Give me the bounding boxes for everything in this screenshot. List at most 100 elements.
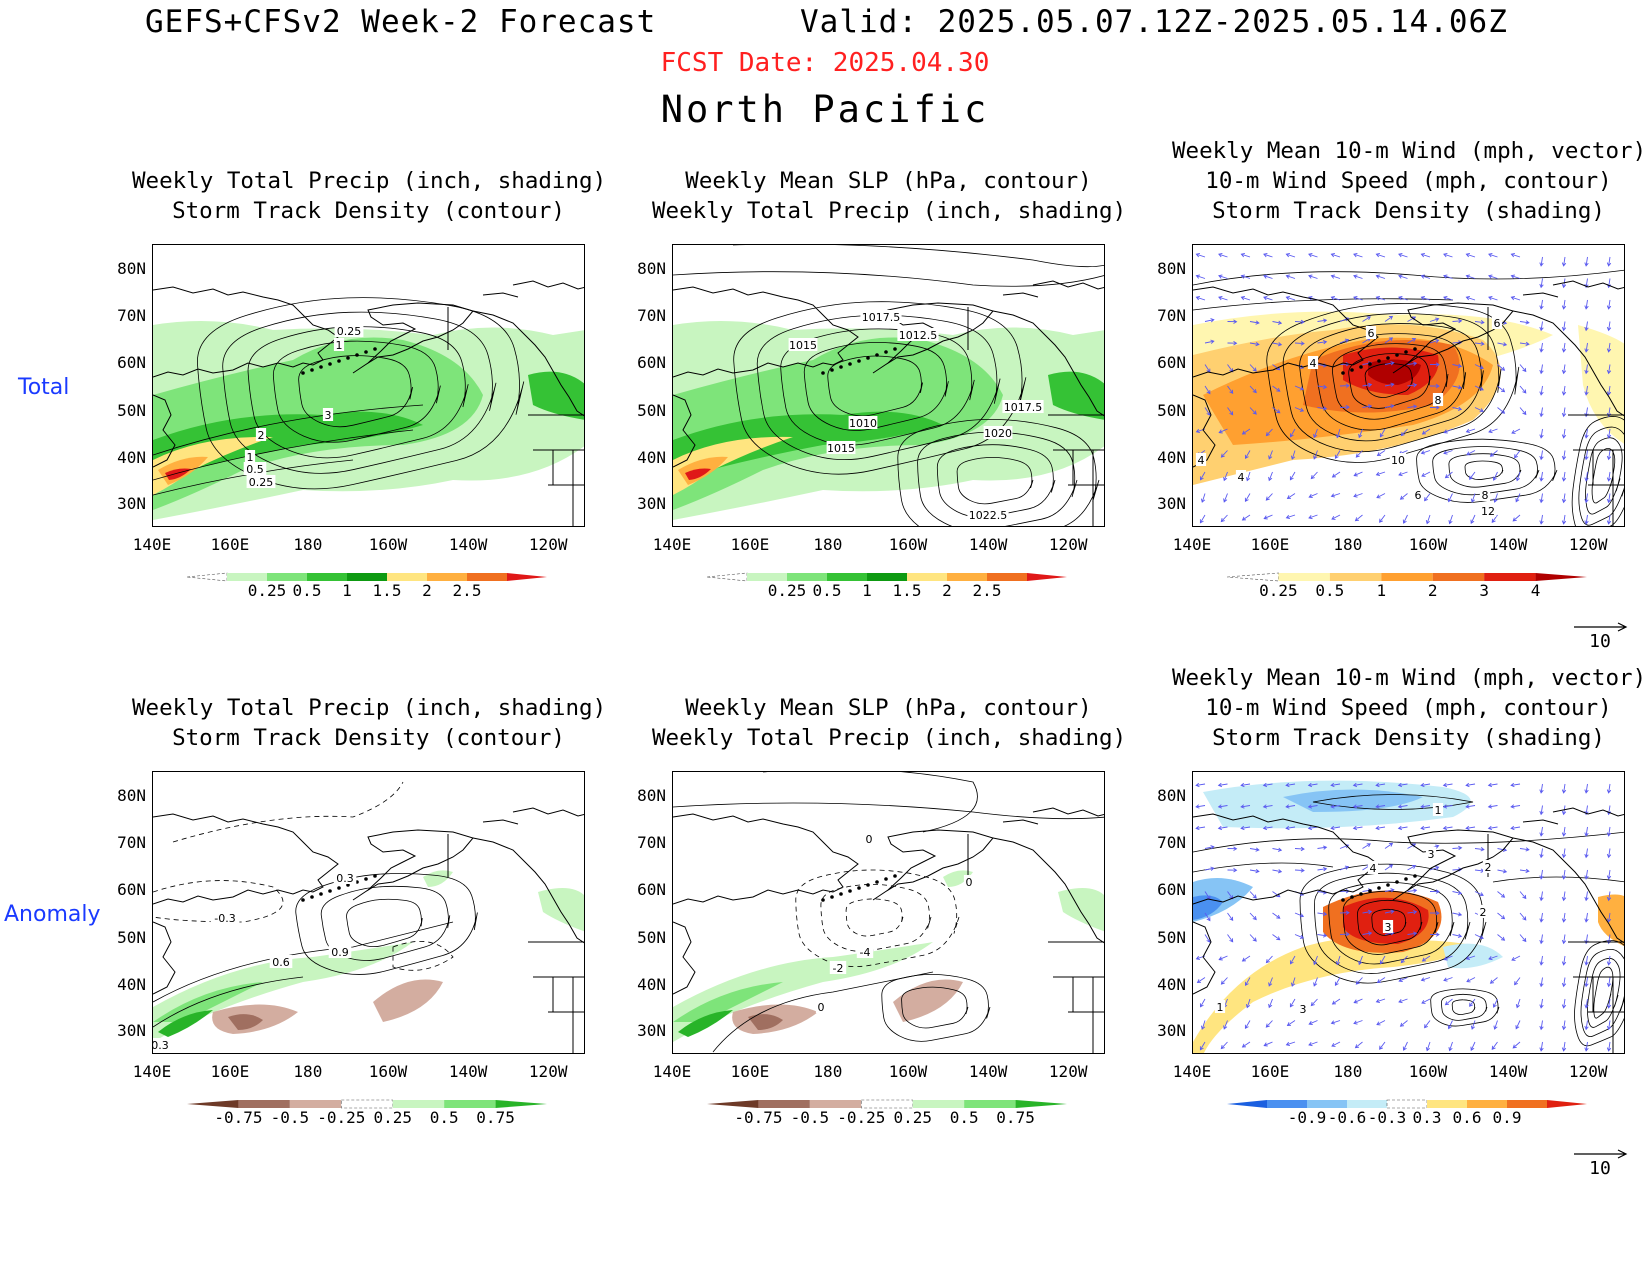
coastline xyxy=(1193,807,1624,1053)
colorbar-segment xyxy=(427,573,467,581)
svg-text:6: 6 xyxy=(1415,489,1422,502)
lon-label: 160W xyxy=(368,535,408,554)
colorbar-svg xyxy=(186,572,547,582)
colorbar-label: 0.5 xyxy=(429,1108,459,1127)
panel-title-line: Storm Track Density (contour) xyxy=(172,198,565,224)
contour-label: 1015 xyxy=(826,441,856,455)
colorbar-segment xyxy=(340,1099,394,1109)
lat-label: 50N xyxy=(1157,927,1186,947)
colorbar-segment xyxy=(444,1100,496,1108)
svg-text:1017.5: 1017.5 xyxy=(1004,401,1043,414)
lon-label: 120W xyxy=(1568,535,1608,554)
lon-label: 140W xyxy=(1488,535,1528,554)
precip-max xyxy=(685,468,711,480)
anom-dry xyxy=(228,1014,263,1030)
map-content xyxy=(673,870,1104,1042)
colorbar: 0.25 0.5 1 1.5 2 2.5 xyxy=(167,569,567,609)
svg-text:0.3: 0.3 xyxy=(153,1039,169,1052)
vector-reference-label: 10 xyxy=(1589,1158,1611,1179)
precip-coast xyxy=(528,371,584,420)
svg-text:-4: -4 xyxy=(860,946,871,959)
lat-label: 50N xyxy=(637,400,666,420)
svg-text:1010: 1010 xyxy=(849,417,877,430)
map-content xyxy=(153,870,584,1042)
lon-label: 140E xyxy=(132,535,172,554)
region-title: North Pacific xyxy=(660,88,990,131)
panel-title-line: Storm Track Density (shading) xyxy=(1212,198,1605,224)
svg-text:0: 0 xyxy=(866,833,873,846)
map-svg: 1 3 4 2 3 2 1 3 xyxy=(1193,780,1624,1053)
colorbar-segment xyxy=(758,1100,810,1108)
colorbar-label: 0.3 xyxy=(1412,1108,1442,1127)
svg-text:1012.5: 1012.5 xyxy=(899,329,938,342)
lat-label: 60N xyxy=(1157,352,1186,372)
map-svg: 6 6 4 8 10 4 4 6 8 12 xyxy=(1193,252,1624,526)
lon-label: 180 xyxy=(813,1062,843,1081)
contour-label: 12 xyxy=(1479,504,1497,518)
lon-label: 140E xyxy=(1172,535,1212,554)
colorbar-label: 0.5 xyxy=(949,1108,979,1127)
colorbar-segment xyxy=(1027,573,1067,581)
contour-label: 1012.5 xyxy=(897,328,939,342)
map-content xyxy=(673,321,1104,520)
lat-label: 70N xyxy=(1157,833,1186,853)
anom-alaska xyxy=(943,870,973,887)
contour-label: 3 xyxy=(1382,920,1394,934)
anom-coast xyxy=(538,888,584,932)
anom-low xyxy=(1283,789,1423,812)
colorbar-segment xyxy=(347,573,387,581)
colorbar-segment xyxy=(860,1099,914,1109)
colorbar-label: -0.5 xyxy=(790,1108,830,1127)
precip-2in xyxy=(673,436,793,495)
contour-label: 0.6 xyxy=(269,955,293,969)
panel-title-line: Weekly Mean SLP (hPa, contour) xyxy=(685,168,1092,194)
contour-label: 1020 xyxy=(983,426,1013,440)
colorbar-segment xyxy=(1484,573,1536,581)
colorbar-label: 1 xyxy=(862,581,872,600)
coastline xyxy=(153,807,584,1053)
lat-label: 80N xyxy=(117,786,146,806)
lon-label: 180 xyxy=(1333,535,1363,554)
anom-wet xyxy=(153,982,263,1022)
svg-text:0.9: 0.9 xyxy=(331,946,349,959)
forecast-date: FCST Date: 2025.04.30 xyxy=(660,48,990,78)
lon-label: 160W xyxy=(368,1062,408,1081)
lon-label: 140W xyxy=(448,1062,488,1081)
colorbar-label: 0.5 xyxy=(1315,581,1345,600)
lon-label: 160E xyxy=(1250,1062,1290,1081)
colorbar-segment xyxy=(1015,1100,1067,1108)
lat-label: 30N xyxy=(1157,1021,1186,1041)
svg-text:4: 4 xyxy=(1198,454,1205,467)
colorbar-label: 0.25 xyxy=(1259,581,1298,600)
lon-label: 160E xyxy=(210,535,250,554)
colorbar-label: 2 xyxy=(422,581,432,600)
coastline xyxy=(673,807,1104,1053)
lat-label: 80N xyxy=(1157,259,1186,279)
lat-label: 40N xyxy=(637,447,666,467)
lon-label: 160E xyxy=(210,1062,250,1081)
vector-arrow-icon xyxy=(1574,622,1628,632)
lat-label: 30N xyxy=(637,494,666,514)
contour-label: 8 xyxy=(1432,393,1444,407)
colorbar-segment xyxy=(1347,1100,1387,1108)
colorbar-segment xyxy=(1535,573,1587,581)
contour-lines xyxy=(1193,269,1624,526)
map-svg: 0 -4 -2 0 0 xyxy=(673,772,1104,1053)
svg-text:1: 1 xyxy=(336,339,343,352)
svg-text:1020: 1020 xyxy=(984,427,1012,440)
colorbar-label: -0.75 xyxy=(214,1108,263,1127)
colorbar-label: 3 xyxy=(1479,581,1489,600)
map-anom-precip: 0.3 -0.3 0.9 0.6 0.3 xyxy=(152,771,585,1054)
svg-text:1: 1 xyxy=(1435,804,1442,817)
precip-heavy xyxy=(153,411,423,480)
lat-label: 80N xyxy=(1157,786,1186,806)
contour-label: 4 xyxy=(1307,356,1319,370)
vector-reference-arrow xyxy=(1572,1146,1632,1165)
contour-lines xyxy=(153,297,525,496)
lat-label: 80N xyxy=(637,786,666,806)
svg-text:6: 6 xyxy=(1494,317,1501,330)
colorbar-label: 2 xyxy=(1427,581,1438,600)
lon-label: 120W xyxy=(528,1062,568,1081)
lon-label: 160W xyxy=(888,1062,928,1081)
